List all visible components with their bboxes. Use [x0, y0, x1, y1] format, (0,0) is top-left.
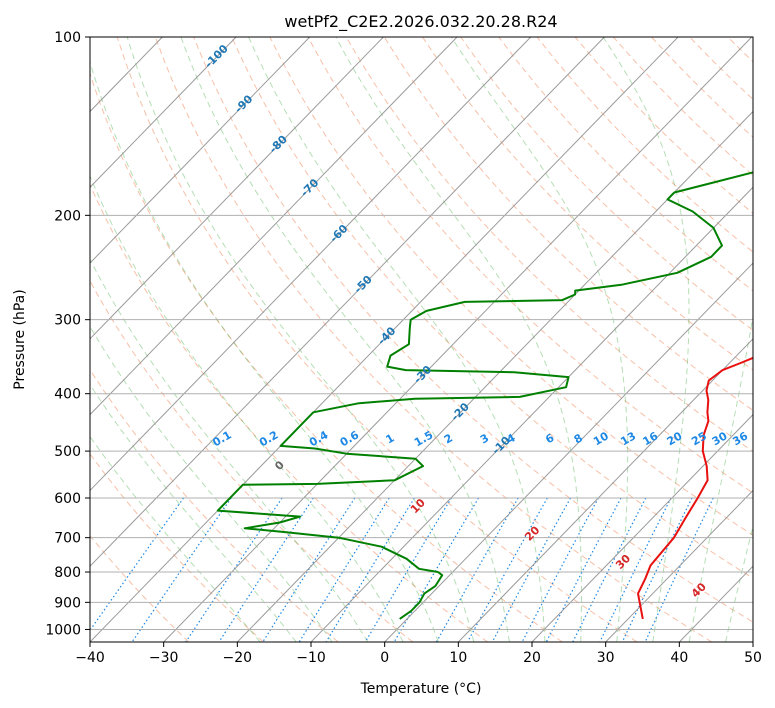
dry-adiabat: [90, 183, 488, 642]
y-tick-label: 900: [54, 595, 81, 611]
isotherm-line: [163, 37, 753, 642]
dry-adiabat: [345, 37, 753, 452]
y-tick-label: 200: [54, 208, 81, 224]
mixing-ratio-line: [90, 497, 184, 632]
x-tick-label: −20: [223, 650, 253, 666]
temperature-line: [637, 356, 753, 620]
axis-ticks: −40 −30 −20 −10 0 10 20 30 40 50 100 200 300 400 500 60…: [45, 30, 762, 666]
x-tick-label: −30: [149, 650, 179, 666]
y-tick-label: 600: [54, 491, 81, 507]
x-tick-label: −10: [296, 650, 326, 666]
chart-title: wetPf2_C2E2.2026.032.20.28.R24: [284, 12, 557, 32]
dewpoint-line: [216, 171, 753, 620]
moist-adiabat: [90, 174, 404, 642]
moist-adiabat: [725, 524, 753, 642]
background-lines: [90, 37, 775, 642]
moist-adiabat: [90, 383, 297, 642]
profile-lines: [216, 171, 753, 620]
y-tick-label: 300: [54, 313, 81, 329]
mixing-ratio-line: [572, 497, 647, 642]
mixing-ratio-line: [218, 497, 314, 642]
moist-adiabat: [450, 37, 629, 642]
y-tick-label: 1000: [45, 622, 81, 638]
x-axis-title: Temperature (°C): [360, 681, 482, 697]
isotherm-line: [531, 413, 753, 642]
moist-adiabat: [248, 37, 546, 642]
isotherm-line: [90, 37, 605, 567]
x-tick-label: 30: [597, 650, 615, 666]
dry-adiabat: [90, 71, 563, 642]
mixing-ratio-line: [185, 497, 283, 642]
isotherm-line: [90, 37, 311, 264]
mixing-ratio-line: [298, 497, 390, 642]
moist-adiabat: [180, 37, 510, 642]
isotherm-line: [384, 262, 753, 642]
x-tick-label: 10: [449, 650, 467, 666]
isotherm-line: [90, 37, 458, 416]
isotherm-line: [236, 110, 753, 642]
dry-adiabat: [766, 37, 775, 642]
dry-adiabat: [90, 453, 264, 642]
dry-adiabat: [193, 37, 753, 623]
isotherm-line: [605, 489, 753, 642]
y-tick-label: 100: [54, 30, 81, 46]
y-axis-title: Pressure (hPa): [12, 289, 28, 389]
dry-adiabat: [307, 37, 753, 494]
plot-area: [90, 37, 753, 642]
moist-adiabat: [90, 325, 333, 642]
y-tick-label: 700: [54, 531, 81, 547]
isotherm-line: [752, 641, 753, 642]
isotherm-line: [457, 338, 753, 642]
isotherm-line: [90, 37, 237, 188]
moist-adiabat: [126, 37, 475, 642]
plot-frame: [89, 36, 754, 643]
mixing-ratio-line: [131, 497, 232, 642]
x-tick-label: 20: [523, 650, 541, 666]
pressure-grid: [90, 37, 753, 642]
moist-adiabat: [335, 37, 582, 642]
isotherm-line: [90, 37, 532, 492]
y-tick-label: 500: [54, 444, 81, 460]
mixing-ratio-line: [262, 497, 356, 642]
isotherm-line: [310, 186, 753, 642]
mixing-ratio-line: [545, 497, 622, 642]
x-tick-label: 40: [670, 650, 688, 666]
moist-adiabat: [688, 313, 753, 642]
x-tick-label: 0: [380, 650, 389, 666]
x-tick-label: 50: [744, 650, 762, 666]
x-tick-label: −40: [75, 650, 105, 666]
mixing-ratio-line: [325, 497, 415, 642]
y-tick-label: 800: [54, 565, 81, 581]
moist-adiabat: [90, 435, 261, 642]
moist-adiabat: [90, 258, 369, 642]
mixing-ratio-line: [521, 497, 599, 642]
mixing-ratio-line: [393, 497, 480, 642]
y-tick-label: 400: [54, 387, 81, 403]
dry-adiabat: [116, 37, 638, 642]
moist-adiabat: [602, 37, 690, 642]
isotherm-line: [90, 37, 384, 340]
isotherm-line: [90, 37, 679, 642]
